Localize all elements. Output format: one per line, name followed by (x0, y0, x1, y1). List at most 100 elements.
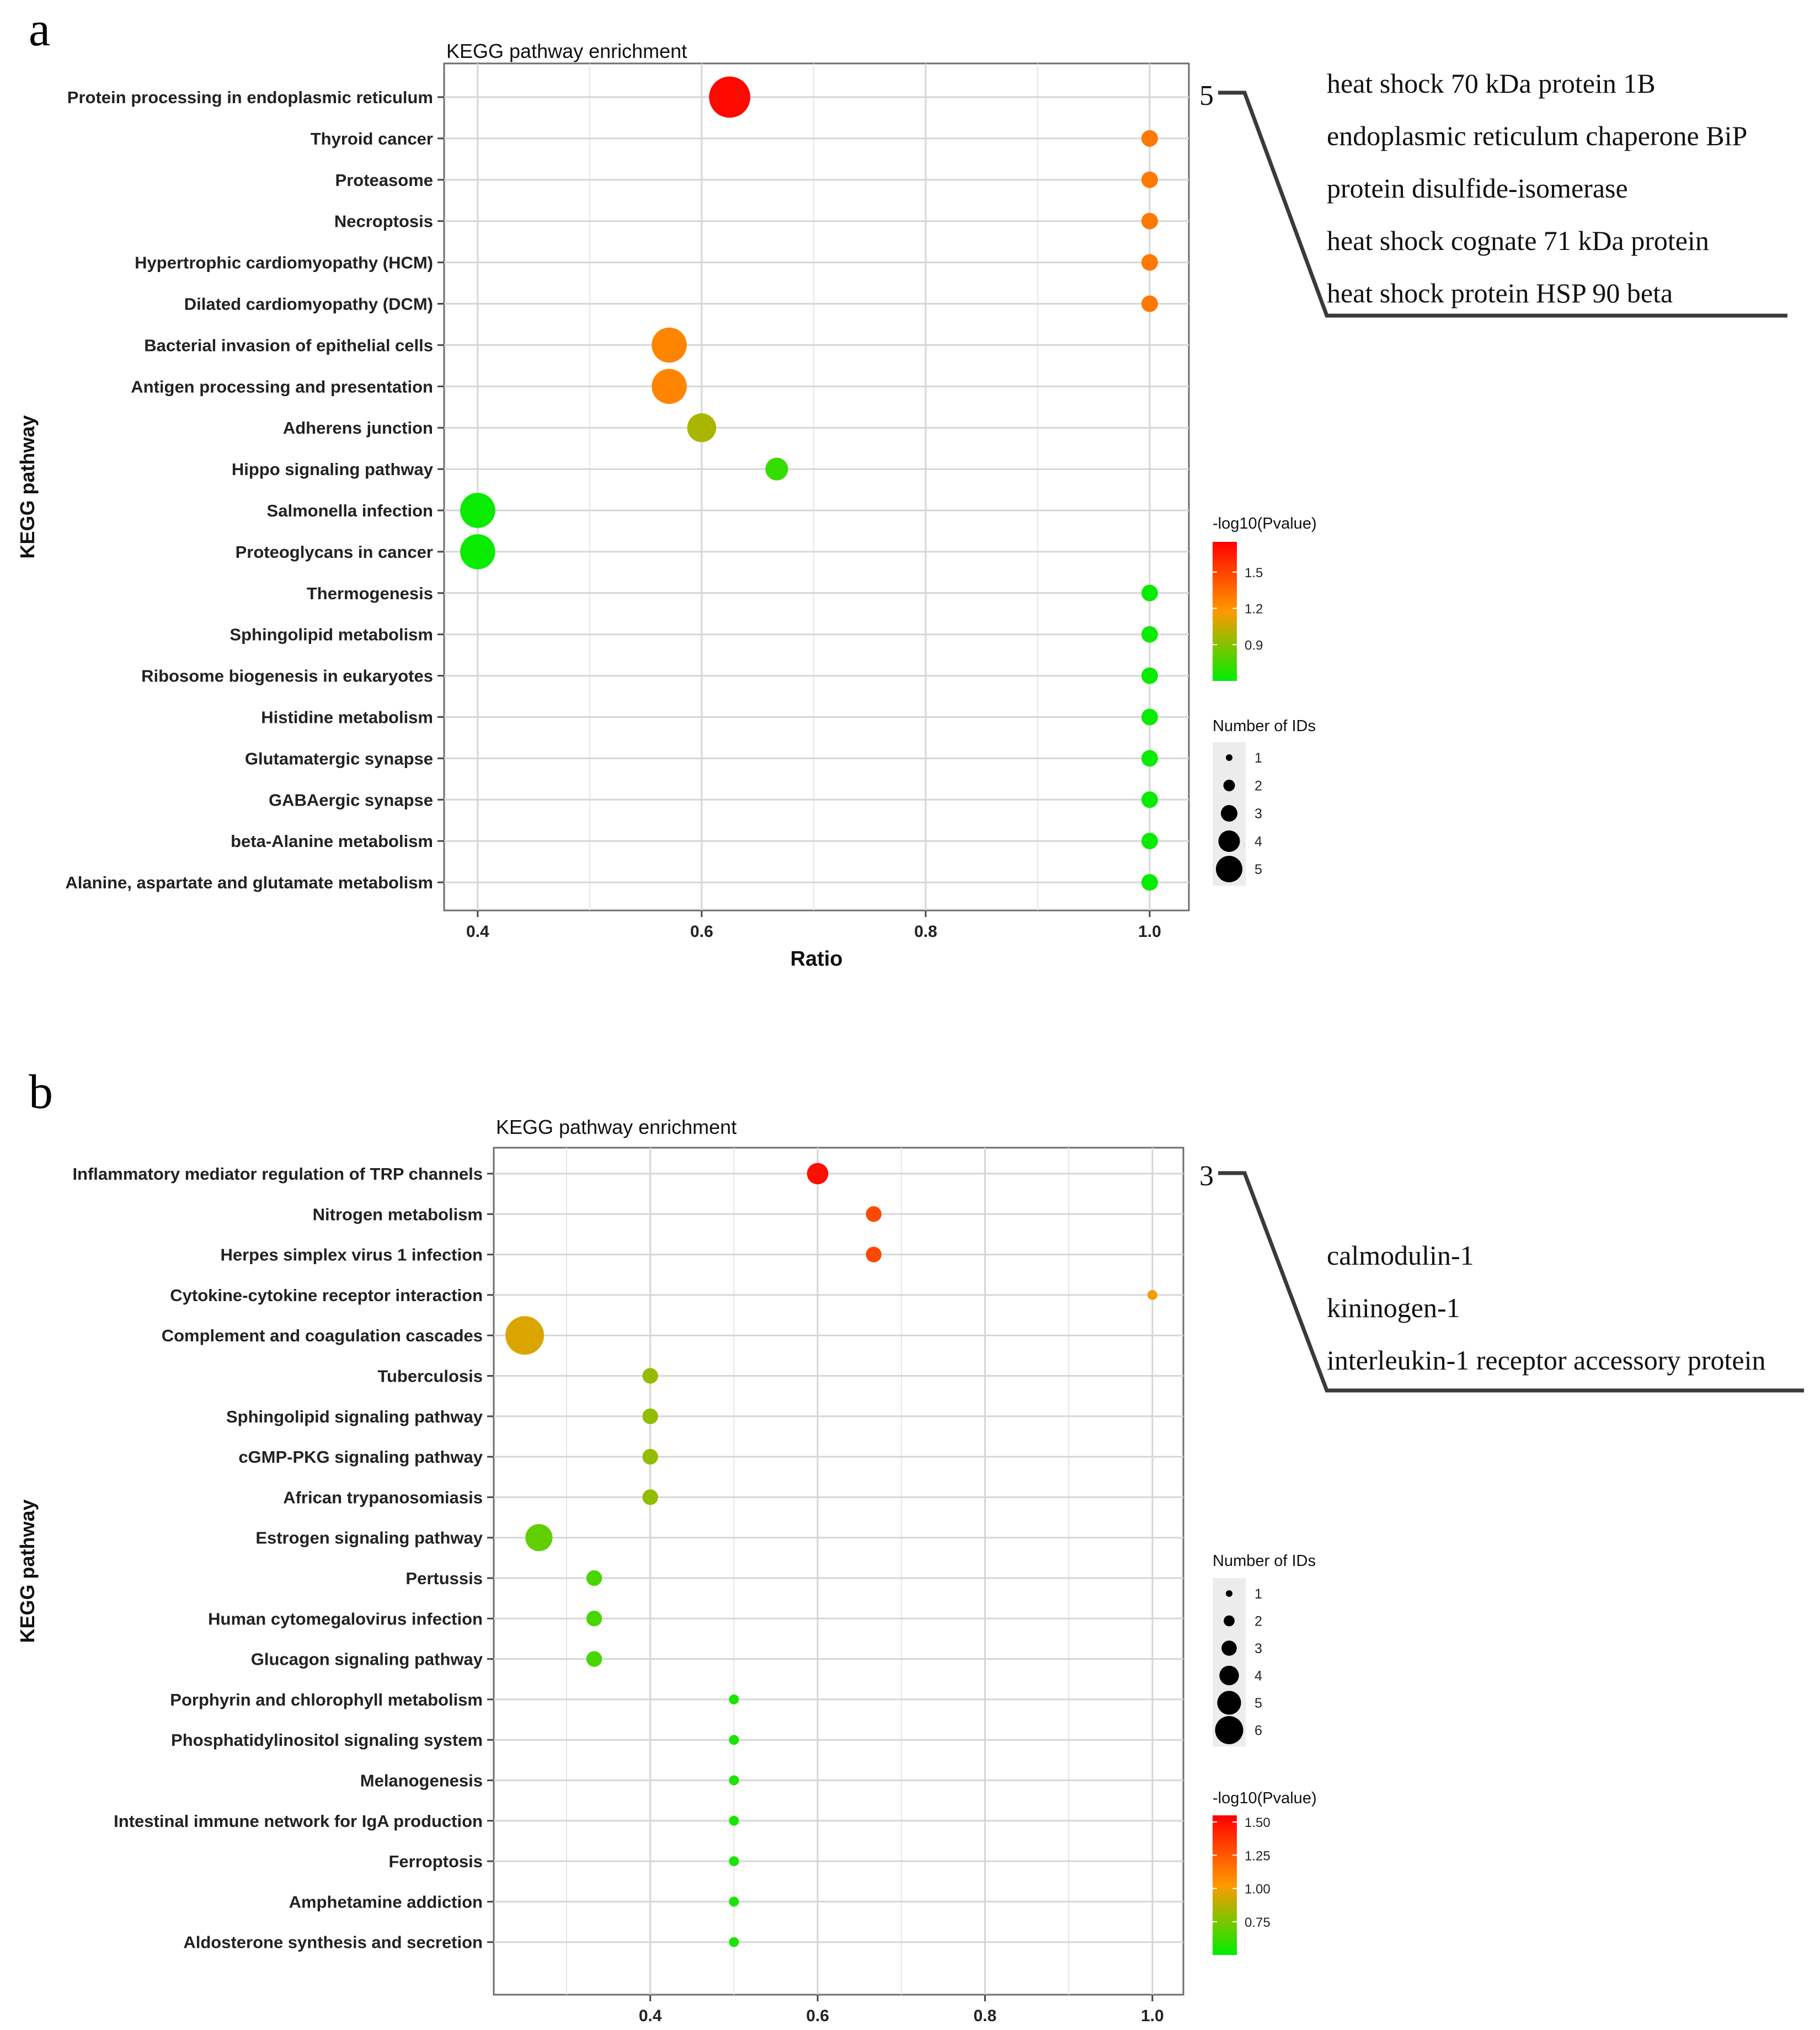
y-tick-label: Tuberculosis (377, 1367, 483, 1386)
data-point (1141, 171, 1158, 188)
panel-label: a (29, 3, 50, 56)
data-point (709, 76, 751, 118)
size-legend-label: 3 (1255, 806, 1262, 822)
color-legend-tick-label: 0.75 (1245, 1915, 1271, 1930)
data-point (1141, 584, 1158, 601)
size-legend-dot (1226, 1590, 1232, 1597)
data-point (1141, 750, 1158, 767)
y-tick-label: Protein processing in endoplasmic reticu… (67, 88, 433, 107)
y-tick-label: Intestinal immune network for IgA produc… (114, 1811, 483, 1831)
data-point (1141, 254, 1158, 271)
y-axis-label: KEGG pathway (16, 1499, 39, 1643)
x-tick-label: 0.8 (974, 2007, 997, 2025)
data-point (586, 1570, 602, 1586)
annotation-bracket (1218, 90, 1787, 318)
data-point (1141, 130, 1158, 147)
data-point (1141, 874, 1158, 891)
size-legend-label: 2 (1255, 779, 1262, 794)
x-tick-label: 0.4 (466, 923, 489, 941)
data-point (642, 1408, 658, 1424)
x-tick-label: 1.0 (1138, 923, 1161, 941)
size-legend-label: 1 (1255, 750, 1262, 766)
y-tick-label: cGMP-PKG signaling pathway (238, 1447, 483, 1467)
y-tick-label: Proteoglycans in cancer (236, 542, 433, 562)
data-point (729, 1896, 739, 1907)
color-legend-title: -log10(Pvalue) (1213, 1789, 1317, 1807)
data-point (1141, 212, 1158, 230)
data-point (729, 1937, 739, 1947)
size-legend-label: 1 (1255, 1586, 1262, 1602)
size-legend-title: Number of IDs (1213, 717, 1316, 735)
y-tick-label: Melanogenesis (360, 1771, 483, 1791)
annotation-protein: interleukin-1 receptor accessory protein (1327, 1345, 1765, 1376)
size-legend-dot (1217, 1691, 1241, 1715)
x-tick-label: 1.0 (1141, 2007, 1164, 2025)
color-legend-bar (1213, 1815, 1237, 1955)
y-tick-label: GABAergic synapse (269, 790, 433, 809)
x-axis-label: Ratio (791, 947, 843, 971)
grid-lines (477, 63, 1151, 910)
color-legend-tick-label: 1.2 (1245, 602, 1263, 617)
y-tick-label: Aldosterone synthesis and secretion (183, 1933, 483, 1952)
y-tick-label: Histidine metabolism (261, 708, 433, 727)
data-point (586, 1651, 602, 1667)
y-tick-label: Thyroid cancer (311, 129, 433, 148)
data-point (652, 327, 687, 363)
y-tick-label: Hypertrophic cardiomyopathy (HCM) (135, 253, 433, 273)
y-tick-label: Necroptosis (334, 212, 433, 231)
grid-lines (565, 1148, 1154, 1995)
size-legend-label: 5 (1255, 862, 1262, 877)
y-tick-label: African trypanosomiasis (283, 1488, 483, 1507)
size-legend-dot (1221, 805, 1237, 822)
data-point (866, 1246, 882, 1262)
y-tick-label: Salmonella infection (267, 501, 433, 520)
data-point (460, 534, 495, 569)
size-legend-title: Number of IDs (1213, 1552, 1316, 1570)
y-tick-label: Ferroptosis (388, 1852, 483, 1871)
y-tick-label: Pertussis (405, 1569, 483, 1588)
data-point (586, 1611, 602, 1627)
size-legend-dot (1216, 856, 1242, 882)
y-tick-label: Adherens junction (283, 418, 433, 438)
data-point (525, 1524, 553, 1552)
y-tick-label: Sphingolipid metabolism (229, 625, 433, 644)
y-tick-label: Complement and coagulation cascades (162, 1326, 483, 1345)
y-tick-label: Antigen processing and presentation (131, 377, 433, 396)
annotation-protein: protein disulfide-isomerase (1327, 173, 1628, 204)
size-legend-dot (1226, 754, 1232, 761)
y-tick-label: beta-Alanine metabolism (231, 832, 433, 851)
y-tick-label: Human cytomegalovirus infection (208, 1609, 483, 1628)
size-legend-label: 4 (1255, 834, 1262, 850)
data-point (729, 1735, 739, 1745)
x-tick-label: 0.4 (639, 2007, 662, 2025)
x-tick-label: 0.6 (690, 923, 713, 941)
y-tick-label: Phosphatidylinositol signaling system (171, 1730, 483, 1750)
size-legend-label: 4 (1255, 1669, 1262, 1684)
data-point (1141, 667, 1158, 684)
data-point (729, 1856, 739, 1867)
y-tick-label: Alanine, aspartate and glutamate metabol… (65, 873, 433, 892)
data-point (687, 413, 717, 443)
size-legend-dot (1223, 780, 1235, 791)
y-tick-label: Sphingolipid signaling pathway (226, 1407, 483, 1426)
y-tick-label: Inflammatory mediator regulation of TRP … (72, 1164, 483, 1184)
annotation-bracket (1218, 1171, 1804, 1393)
size-legend-dot (1218, 830, 1240, 852)
y-tick-label: Thermogenesis (307, 584, 433, 603)
annotation-count: 5 (1199, 80, 1214, 111)
x-tick-label: 0.6 (806, 2007, 829, 2025)
annotation-protein: heat shock 70 kDa protein 1B (1327, 68, 1656, 99)
color-legend-tick-label: 1.5 (1245, 566, 1263, 580)
y-axis-label: KEGG pathway (16, 415, 39, 558)
color-legend-title: -log10(Pvalue) (1213, 515, 1317, 532)
chart-panel-a: a KEGG pathway enrichment 0.4 0.6 0.8 1.0 Rati… (16, 3, 1787, 971)
data-point (765, 457, 788, 481)
annotation-count: 3 (1199, 1160, 1214, 1192)
color-legend-tick-label: 0.9 (1245, 638, 1263, 653)
size-legend-label: 2 (1255, 1614, 1262, 1629)
color-legend-tick-label: 1.25 (1245, 1848, 1271, 1863)
y-tick-label: Glucagon signaling pathway (251, 1650, 483, 1669)
size-legend-dot (1221, 1640, 1237, 1656)
size-legend-dot (1224, 1615, 1235, 1627)
